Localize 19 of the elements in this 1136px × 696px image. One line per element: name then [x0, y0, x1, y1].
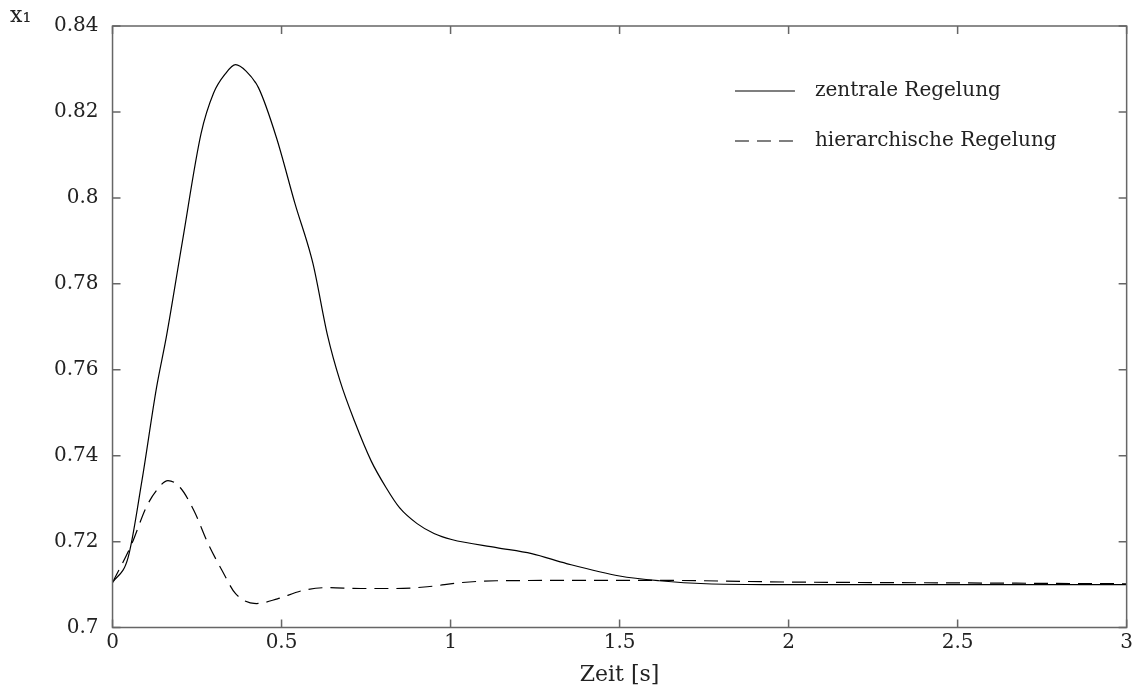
x-tick-label: 1 — [444, 628, 457, 653]
x-tick-label: 2.5 — [941, 628, 974, 653]
y-tick-label: 0.72 — [54, 527, 99, 552]
legend-label: zentrale Regelung — [814, 77, 1002, 102]
x-tick-label: 3 — [1120, 628, 1133, 653]
y-tick-label: 0.82 — [54, 98, 99, 123]
y-tick-label: 0.76 — [54, 355, 99, 380]
x-tick-label: 2 — [782, 628, 795, 653]
x-tick-label: 1.5 — [603, 628, 636, 653]
y-tick-label: 0.74 — [54, 441, 99, 466]
x-axis-title: Zeit [s] — [579, 660, 660, 686]
x-tick-label: 0 — [106, 628, 119, 653]
y-tick-label: 0.78 — [54, 270, 99, 295]
x-tick-label: 0.5 — [265, 628, 298, 653]
y-tick-label: 0.84 — [54, 12, 99, 37]
y-tick-label: 0.7 — [66, 613, 99, 638]
y-axis-title: x₁ — [10, 2, 32, 27]
y-tick-label: 0.8 — [66, 184, 99, 209]
legend-label: hierarchische Regelung — [814, 127, 1057, 152]
